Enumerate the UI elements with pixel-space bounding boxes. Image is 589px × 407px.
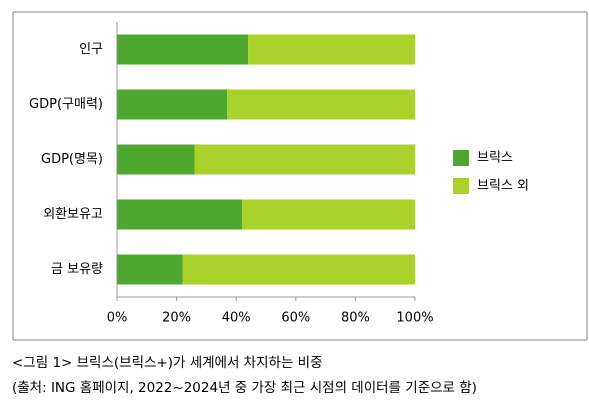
legend-swatch — [453, 178, 469, 194]
legend-swatch — [453, 150, 469, 166]
bar-segment — [182, 254, 415, 285]
caption-title: <그림 1> 브릭스(브릭스+)가 세계에서 차지하는 비중 — [12, 355, 323, 371]
y-tick-label: GDP(구매력) — [29, 97, 103, 112]
bar-segment — [117, 254, 183, 285]
bar-segment — [248, 34, 415, 65]
x-tick-label: 100% — [396, 311, 433, 326]
x-tick-label: 80% — [341, 311, 370, 326]
x-tick-label: 20% — [162, 311, 191, 326]
chart-frame — [12, 11, 588, 341]
y-tick-label: 금 보유량 — [51, 262, 103, 277]
bar-segment — [117, 89, 228, 120]
legend-label: 브릭스 외 — [477, 179, 529, 194]
x-tick-label: 0% — [107, 311, 128, 326]
y-tick-label: 외환보유고 — [43, 207, 103, 222]
bar-segment — [117, 199, 243, 230]
x-tick-label: 40% — [222, 311, 251, 326]
bar-segment — [227, 89, 415, 120]
bar-segment — [117, 144, 195, 175]
y-tick-label: GDP(명목) — [41, 152, 103, 167]
legend-label: 브릭스 — [477, 151, 513, 166]
bar-segment — [194, 144, 415, 175]
bar-segment — [242, 199, 415, 230]
x-tick-label: 60% — [281, 311, 310, 326]
y-tick-label: 인구 — [79, 42, 103, 57]
bar-segment — [117, 34, 249, 65]
caption-source: (출처: ING 홈페이지, 2022~2024년 중 가장 최근 시점의 데이… — [12, 380, 477, 396]
